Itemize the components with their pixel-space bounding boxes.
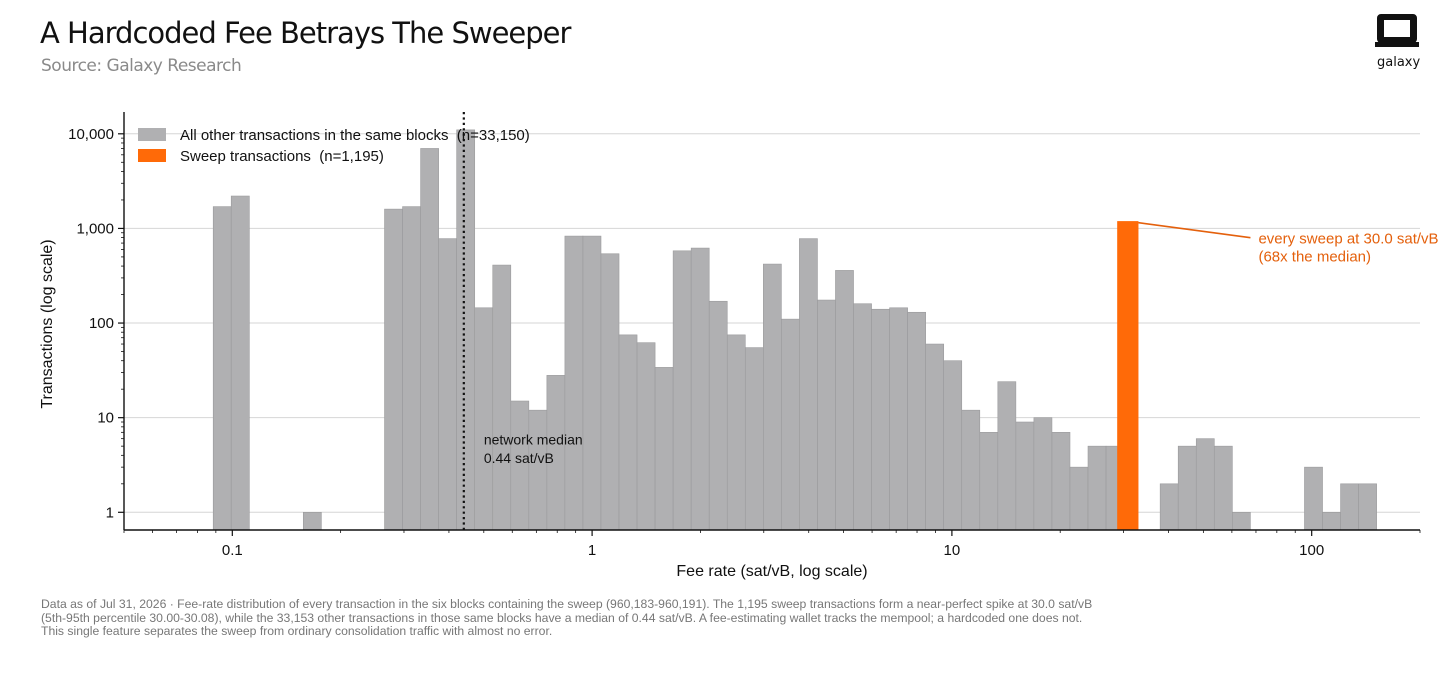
bar-other <box>672 250 692 531</box>
bar-other <box>1159 483 1179 531</box>
bar-other <box>835 270 854 531</box>
bar-other <box>582 235 602 531</box>
bar-other <box>1340 483 1359 531</box>
sweep-annotation-ratio: (68x the median) <box>1258 249 1371 266</box>
bar-other <box>564 235 584 531</box>
legend-label-sweep: Sweep transactions (n=1,195) <box>180 148 384 165</box>
bar-other <box>1177 445 1197 531</box>
bar-other <box>1051 432 1071 531</box>
sweep-annotation-line <box>1138 221 1251 239</box>
bar-other <box>763 263 782 531</box>
bar-other <box>230 195 250 531</box>
x-tick-label: 0.1 <box>222 542 243 559</box>
x-tick-label: 1 <box>588 542 596 559</box>
bar-other <box>690 247 710 531</box>
bar-other <box>438 238 457 531</box>
x-tick-label: 100 <box>1299 542 1324 559</box>
bar-other <box>618 334 638 531</box>
sweep-annotation-label: every sweep at 30.0 sat/vB <box>1258 231 1438 248</box>
legend-swatch-sweep <box>138 149 166 162</box>
footnote: Data as of Jul 31, 2026 · Fee-rate distr… <box>41 597 1093 639</box>
bar-other <box>402 206 421 531</box>
bar-other <box>384 208 403 531</box>
chart-subtitle: Source: Galaxy Research <box>41 56 242 76</box>
bar-other <box>961 409 981 531</box>
bar-other <box>1015 421 1035 531</box>
bar-other <box>456 129 476 531</box>
x-axis-label: Fee rate (sat/vB, log scale) <box>676 563 867 580</box>
bar-other <box>636 342 656 531</box>
bar-other <box>654 367 674 531</box>
bar-other <box>781 318 800 531</box>
bar-other <box>925 343 945 531</box>
bar-other <box>1232 511 1251 531</box>
bar-other <box>420 148 439 531</box>
bar-other <box>1069 466 1089 531</box>
legend-swatch-other <box>138 128 166 141</box>
bar-other <box>726 334 746 531</box>
bar-other <box>1304 466 1323 531</box>
bar-other <box>1213 445 1233 531</box>
axes: 1 10 100 1,000 10,000 0.1 1 10 100 <box>68 112 1421 559</box>
bar-other <box>528 409 548 531</box>
x-tick-label: 10 <box>944 542 961 559</box>
y-tick-label: 1,000 <box>76 220 114 237</box>
bar-other <box>708 300 728 531</box>
y-tick-label: 10 <box>97 410 114 427</box>
bar-other <box>979 432 999 531</box>
bar-other <box>889 307 908 531</box>
median-value-label: 0.44 sat/vB <box>484 450 554 466</box>
median-label: network median <box>484 432 583 448</box>
bar-sweep <box>1117 221 1139 531</box>
y-tick-label: 100 <box>89 315 114 332</box>
bar-other <box>600 253 620 531</box>
y-tick-label: 1 <box>106 504 114 521</box>
y-tick-label: 10,000 <box>68 126 114 143</box>
bar-other <box>212 206 232 531</box>
bar-other <box>474 307 494 531</box>
bar-other <box>302 511 322 531</box>
legend: All other transactions in the same block… <box>138 127 530 165</box>
bar-other <box>1195 438 1215 531</box>
bar-other <box>1322 511 1341 531</box>
y-axis-label: Transactions (log scale) <box>39 239 56 408</box>
chart-title: A Hardcoded Fee Betrays The Sweeper <box>40 16 571 50</box>
bar-other <box>1358 483 1377 531</box>
bar-other <box>744 347 764 531</box>
bar-other <box>943 360 963 531</box>
bar-other <box>492 264 512 531</box>
bar-other <box>1033 417 1053 531</box>
histogram-bars <box>212 129 1377 531</box>
bar-other <box>1087 445 1107 531</box>
bar-other <box>853 303 872 531</box>
bar-other <box>817 299 836 531</box>
brand-wordmark: galaxy <box>1377 55 1421 70</box>
bar-other <box>997 381 1017 531</box>
bar-other <box>907 311 926 531</box>
legend-label-other: All other transactions in the same block… <box>180 127 530 144</box>
bar-other <box>799 238 818 531</box>
galaxy-logo-icon <box>1375 14 1419 47</box>
bar-other <box>871 308 890 531</box>
